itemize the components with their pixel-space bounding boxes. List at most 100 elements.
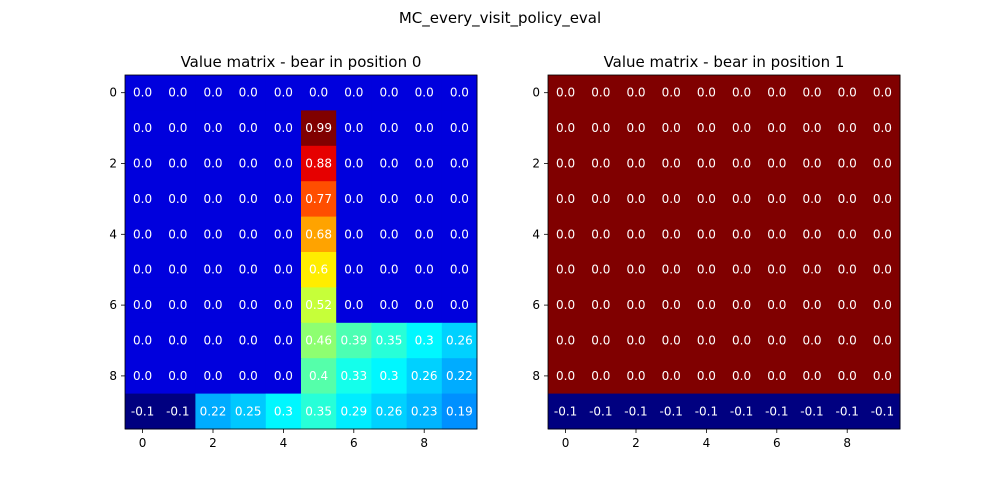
heatmap-cell [336, 287, 372, 324]
cell-value-label: 0.0 [802, 157, 821, 171]
cell-value-label: 0.0 [415, 121, 434, 135]
heatmap-cell [230, 358, 267, 395]
cell-value-label: 0.0 [344, 227, 363, 241]
heatmap-cell [653, 287, 690, 324]
cell-value-label: 0.0 [556, 298, 575, 312]
y-tick-label: 6 [109, 298, 117, 312]
cell-value-label: -0.1 [659, 404, 682, 418]
heatmap-cell [441, 358, 478, 395]
heatmap-cell [265, 145, 302, 182]
cell-value-label: 0.0 [133, 369, 152, 383]
cell-value-label: 0.22 [446, 369, 473, 383]
cell-value-label: 0.0 [344, 298, 363, 312]
cell-value-label: 0.0 [662, 369, 681, 383]
cell-value-label: 0.0 [133, 263, 152, 277]
cell-value-label: 0.0 [203, 121, 222, 135]
cell-value-label: 0.0 [556, 263, 575, 277]
cell-value-label: 0.0 [838, 369, 857, 383]
cell-value-label: 0.0 [450, 298, 469, 312]
cell-value-label: 0.0 [767, 157, 786, 171]
heatmap-cell [406, 252, 443, 288]
heatmap-cell [230, 75, 267, 111]
cell-value-label: 0.0 [838, 334, 857, 348]
heatmap-cell [724, 181, 760, 218]
heatmap-cell [125, 393, 161, 430]
cell-value-label: 0.0 [838, 298, 857, 312]
heatmap-cell [125, 322, 161, 359]
cell-value-label: 0.0 [591, 86, 610, 100]
heatmap-cell [864, 252, 901, 288]
cell-value-label: 0.0 [556, 227, 575, 241]
heatmap-cell [371, 252, 408, 288]
heatmap-cell [688, 322, 725, 359]
heatmap-cell [125, 252, 161, 288]
cell-value-label: 0.0 [379, 192, 398, 206]
cell-value-label: 0.0 [802, 298, 821, 312]
heatmap-cell [195, 322, 232, 359]
heatmap-cell [864, 75, 901, 111]
cell-value-label: 0.0 [379, 157, 398, 171]
x-tick-label: 4 [280, 436, 288, 450]
cell-value-label: 0.0 [133, 86, 152, 100]
cell-value-label: 0.0 [556, 192, 575, 206]
heatmap-cell [265, 358, 302, 395]
cell-value-label: 0.0 [662, 263, 681, 277]
heatmap-cell [195, 287, 232, 324]
cell-value-label: 0.35 [376, 334, 403, 348]
cell-value-label: -0.1 [554, 404, 577, 418]
heatmap-cell [230, 181, 267, 218]
cell-value-label: 0.0 [450, 121, 469, 135]
heatmap-cell [125, 287, 161, 324]
y-tick-label: 4 [109, 227, 117, 241]
cell-value-label: 0.0 [767, 121, 786, 135]
cell-value-label: 0.0 [802, 334, 821, 348]
cell-value-label: 0.0 [873, 298, 892, 312]
cell-value-label: 0.0 [767, 369, 786, 383]
cell-value-label: 0.0 [838, 227, 857, 241]
y-tick-label: 2 [109, 157, 117, 171]
cell-value-label: 0.0 [802, 369, 821, 383]
heatmap-cell [618, 252, 655, 288]
cell-value-label: 0.0 [591, 334, 610, 348]
y-tick-label: 6 [532, 298, 540, 312]
cell-value-label: 0.0 [873, 263, 892, 277]
cell-value-label: 0.0 [732, 121, 751, 135]
cell-value-label: 0.52 [305, 298, 332, 312]
cell-value-label: 0.0 [450, 86, 469, 100]
cell-value-label: 0.0 [133, 192, 152, 206]
heatmap-cell [583, 216, 619, 253]
heatmap-cell [759, 252, 795, 288]
heatmap-cell [548, 145, 584, 182]
cell-value-label: 0.0 [662, 192, 681, 206]
heatmap-cell [195, 75, 232, 111]
heatmap-cell [406, 75, 443, 111]
heatmap-cell [441, 110, 478, 147]
heatmap-cell [371, 358, 408, 395]
cell-value-label: -0.1 [800, 404, 823, 418]
heatmap-cell [336, 322, 372, 359]
cell-value-label: 0.0 [732, 86, 751, 100]
heatmap-cell [125, 110, 161, 147]
heatmap-cell [125, 145, 161, 182]
cell-value-label: 0.0 [379, 121, 398, 135]
cell-value-label: 0.35 [305, 404, 332, 418]
heatmap-cell [829, 110, 866, 147]
cell-value-label: 0.0 [203, 298, 222, 312]
cell-value-label: 0.0 [802, 263, 821, 277]
heatmap-cell [794, 287, 831, 324]
cell-value-label: 0.0 [662, 298, 681, 312]
heatmap-cell [265, 216, 302, 253]
cell-value-label: 0.0 [662, 86, 681, 100]
heatmap-cell [653, 358, 690, 395]
heatmap-cell [336, 75, 372, 111]
cell-value-label: -0.1 [695, 404, 718, 418]
heatmap-cell [759, 75, 795, 111]
heatmap-cell [759, 181, 795, 218]
cell-value-label: 0.0 [591, 227, 610, 241]
heatmap-cell [160, 393, 196, 430]
cell-value-label: 0.0 [274, 334, 293, 348]
heatmap-cell [160, 358, 196, 395]
heatmap-cell [653, 322, 690, 359]
heatmap-cell [548, 252, 584, 288]
cell-value-label: -0.1 [765, 404, 788, 418]
